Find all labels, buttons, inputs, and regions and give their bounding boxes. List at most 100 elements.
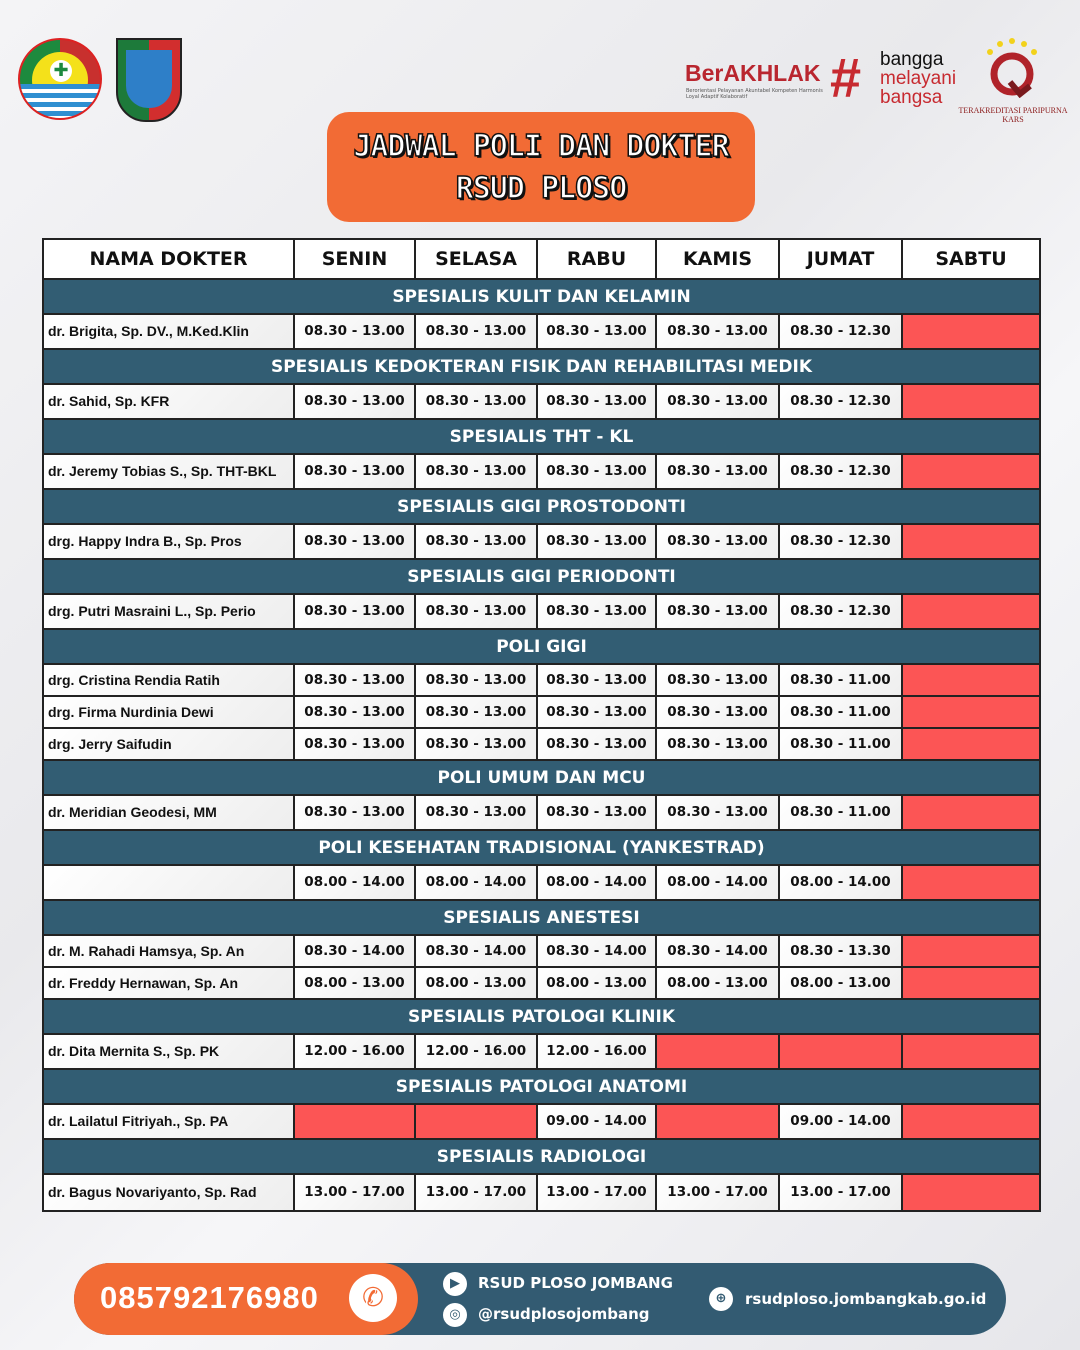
schedule-cell: 08.30 - 13.00	[416, 796, 538, 829]
schedule-cell: 13.00 - 17.00	[538, 1175, 657, 1210]
table-row: drg. Jerry Saifudin 08.30 - 13.00 08.30 - …	[44, 729, 1039, 761]
section-header: SPESIALIS THT - KL	[44, 420, 1039, 455]
table-row: dr. Lailatul Fitriyah., Sp. PA 09.00 - 14…	[44, 1105, 1039, 1140]
schedule-cell: 08.30 - 13.00	[538, 385, 657, 418]
schedule-cell: 08.30 - 13.00	[416, 697, 538, 727]
schedule-cell: 08.30 - 12.30	[780, 455, 903, 488]
closed-cell	[903, 697, 1039, 727]
schedule-cell: 08.30 - 13.00	[538, 455, 657, 488]
schedule-cell: 08.30 - 13.00	[538, 665, 657, 695]
closed-cell	[903, 315, 1039, 348]
section-header: SPESIALIS ANESTESI	[44, 901, 1039, 936]
table-row: dr. Bagus Novariyanto, Sp. Rad 13.00 - 17…	[44, 1175, 1039, 1210]
closed-cell	[903, 1105, 1039, 1138]
schedule-cell: 09.00 - 14.00	[538, 1105, 657, 1138]
phone-number[interactable]: 085792176980	[100, 1280, 319, 1315]
section-header: SPESIALIS KULIT DAN KELAMIN	[44, 280, 1039, 315]
schedule-cell: 08.30 - 11.00	[780, 665, 903, 695]
schedule-cell: 13.00 - 17.00	[657, 1175, 780, 1210]
column-header: KAMIS	[657, 240, 780, 278]
schedule-cell: 08.30 - 13.00	[657, 525, 780, 558]
schedule-cell: 08.00 - 14.00	[780, 866, 903, 899]
schedule-cell: 08.00 - 14.00	[657, 866, 780, 899]
schedule-cell: 13.00 - 17.00	[416, 1175, 538, 1210]
doctor-name: dr. Jeremy Tobias S., Sp. THT-BKL	[44, 455, 295, 488]
closed-cell	[657, 1035, 780, 1068]
schedule-cell: 08.30 - 13.00	[538, 796, 657, 829]
table-row: dr. Meridian Geodesi, MM 08.30 - 13.00 08.…	[44, 796, 1039, 831]
table-row: drg. Cristina Rendia Ratih 08.30 - 13.00 0…	[44, 665, 1039, 697]
schedule-cell: 08.30 - 13.00	[657, 697, 780, 727]
section-header: POLI KESEHATAN TRADISIONAL (YANKESTRAD)	[44, 831, 1039, 866]
schedule-cell: 08.30 - 14.00	[416, 936, 538, 966]
doctor-name: drg. Cristina Rendia Ratih	[44, 665, 295, 695]
youtube-icon: ▶	[443, 1272, 467, 1296]
rsud-ploso-logo: ✚	[18, 38, 102, 120]
schedule-cell: 08.00 - 13.00	[780, 968, 903, 998]
closed-cell	[903, 866, 1039, 899]
schedule-cell: 08.30 - 13.00	[657, 385, 780, 418]
doctor-name: dr. Meridian Geodesi, MM	[44, 796, 295, 829]
doctor-name: dr. Brigita, Sp. DV., M.Ked.Klin	[44, 315, 295, 348]
doctor-name: dr. M. Rahadi Hamsya, Sp. An	[44, 936, 295, 966]
schedule-cell: 08.30 - 13.00	[416, 385, 538, 418]
closed-cell	[903, 1175, 1039, 1210]
schedule-cell: 08.30 - 13.00	[657, 315, 780, 348]
table-row: dr. Dita Mernita S., Sp. PK 12.00 - 16.00…	[44, 1035, 1039, 1070]
page-title: JADWAL POLI DAN DOKTER RSUD PLOSO	[327, 112, 755, 222]
table-row: dr. Sahid, Sp. KFR 08.30 - 13.00 08.30 - 1…	[44, 385, 1039, 420]
schedule-cell: 08.30 - 14.00	[538, 936, 657, 966]
closed-cell	[295, 1105, 416, 1138]
schedule-cell: 08.30 - 13.00	[416, 455, 538, 488]
schedule-cell: 08.30 - 13.00	[657, 729, 780, 759]
section-header: SPESIALIS PATOLOGI ANATOMI	[44, 1070, 1039, 1105]
doctor-name: dr. Bagus Novariyanto, Sp. Rad	[44, 1175, 295, 1210]
schedule-cell: 08.30 - 11.00	[780, 796, 903, 829]
closed-cell	[903, 796, 1039, 829]
schedule-cell: 08.30 - 13.00	[416, 315, 538, 348]
schedule-cell: 08.30 - 13.00	[657, 665, 780, 695]
bangga-melayani-logo: bangga melayani bangsa	[880, 49, 957, 108]
schedule-cell: 08.30 - 13.00	[538, 595, 657, 628]
schedule-cell: 12.00 - 16.00	[416, 1035, 538, 1068]
youtube-channel[interactable]: RSUD PLOSO JOMBANG	[478, 1274, 673, 1292]
berakhlak-tagline: Berorientasi Pelayanan Akuntabel Kompete…	[686, 88, 823, 100]
schedule-cell: 08.30 - 13.00	[657, 595, 780, 628]
schedule-cell: 08.00 - 13.00	[416, 968, 538, 998]
column-header: NAMA DOKTER	[44, 240, 295, 278]
whatsapp-icon[interactable]: ✆	[349, 1274, 397, 1322]
table-row: drg. Happy Indra B., Sp. Pros 08.30 - 13.…	[44, 525, 1039, 560]
schedule-cell: 08.30 - 13.00	[416, 665, 538, 695]
instagram-handle[interactable]: @rsudplosojombang	[478, 1305, 650, 1323]
doctor-name	[44, 866, 295, 899]
kars-accreditation-text: TERAKREDITASI PARIPURNA KARS	[958, 106, 1068, 124]
kars-logo	[987, 38, 1037, 98]
schedule-cell: 08.00 - 13.00	[657, 968, 780, 998]
schedule-cell: 08.30 - 13.00	[657, 796, 780, 829]
title-line-1: JADWAL POLI DAN DOKTER	[353, 128, 731, 165]
table-row: dr. Brigita, Sp. DV., M.Ked.Klin 08.30 - …	[44, 315, 1039, 350]
website-link[interactable]: rsudploso.jombangkab.go.id	[745, 1290, 987, 1308]
title-line-2: RSUD PLOSO	[455, 170, 628, 207]
schedule-cell: 08.30 - 12.30	[780, 525, 903, 558]
schedule-cell: 08.30 - 11.00	[780, 697, 903, 727]
doctor-name: dr. Dita Mernita S., Sp. PK	[44, 1035, 295, 1068]
section-header: SPESIALIS GIGI PROSTODONTI	[44, 490, 1039, 525]
table-row: dr. Jeremy Tobias S., Sp. THT-BKL 08.30 -…	[44, 455, 1039, 490]
section-header: SPESIALIS GIGI PERIODONTI	[44, 560, 1039, 595]
schedule-cell: 13.00 - 17.00	[780, 1175, 903, 1210]
column-header: SENIN	[295, 240, 416, 278]
table-header-row: NAMA DOKTER SENIN SELASA RABU KAMIS JUMAT SABT…	[44, 240, 1039, 280]
schedule-cell: 08.00 - 14.00	[295, 866, 416, 899]
schedule-cell: 08.30 - 12.30	[780, 315, 903, 348]
schedule-cell: 08.00 - 13.00	[295, 968, 416, 998]
schedule-cell: 08.30 - 13.00	[416, 595, 538, 628]
closed-cell	[416, 1105, 538, 1138]
schedule-cell: 08.30 - 13.00	[538, 315, 657, 348]
table-row: drg. Putri Masraini L., Sp. Perio 08.30 -…	[44, 595, 1039, 630]
schedule-cell: 08.00 - 13.00	[538, 968, 657, 998]
column-header: JUMAT	[780, 240, 903, 278]
schedule-table: NAMA DOKTER SENIN SELASA RABU KAMIS JUMAT SABT…	[42, 238, 1041, 1212]
column-header: SELASA	[416, 240, 538, 278]
closed-cell	[657, 1105, 780, 1138]
